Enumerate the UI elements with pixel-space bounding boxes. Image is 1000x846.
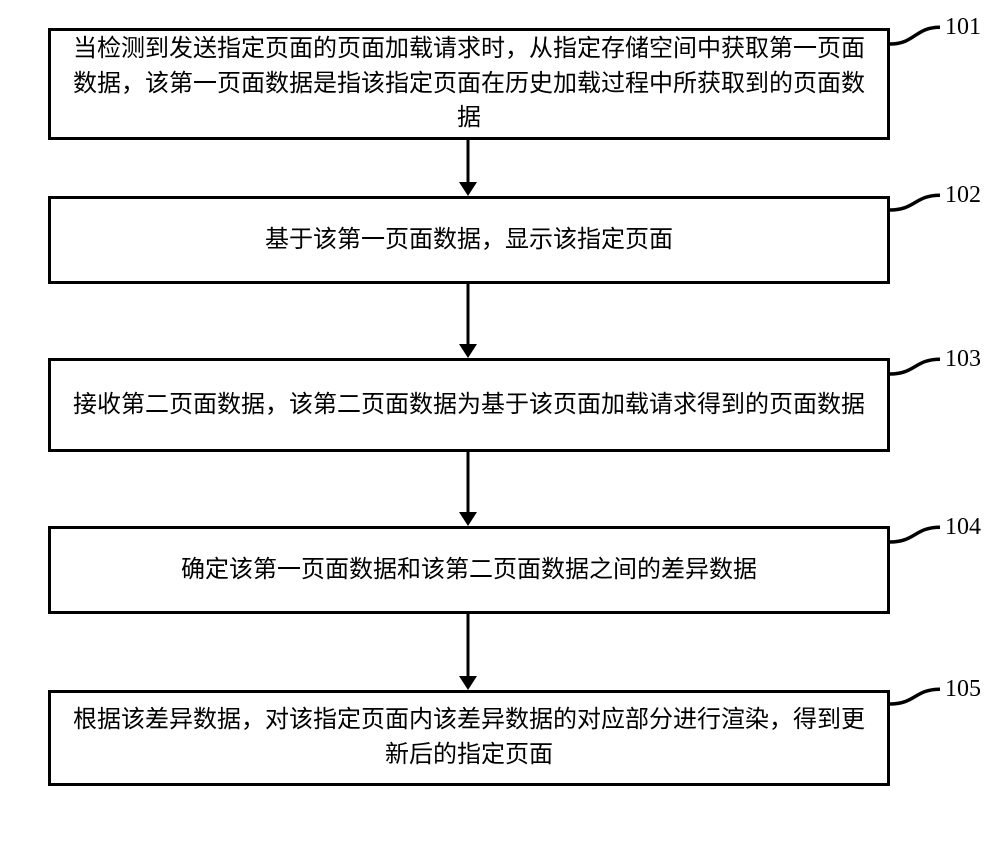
flowchart-canvas: 当检测到发送指定页面的页面加载请求时，从指定存储空间中获取第一页面数据，该第一页… — [0, 0, 1000, 846]
arrow-104-105 — [0, 0, 1000, 846]
